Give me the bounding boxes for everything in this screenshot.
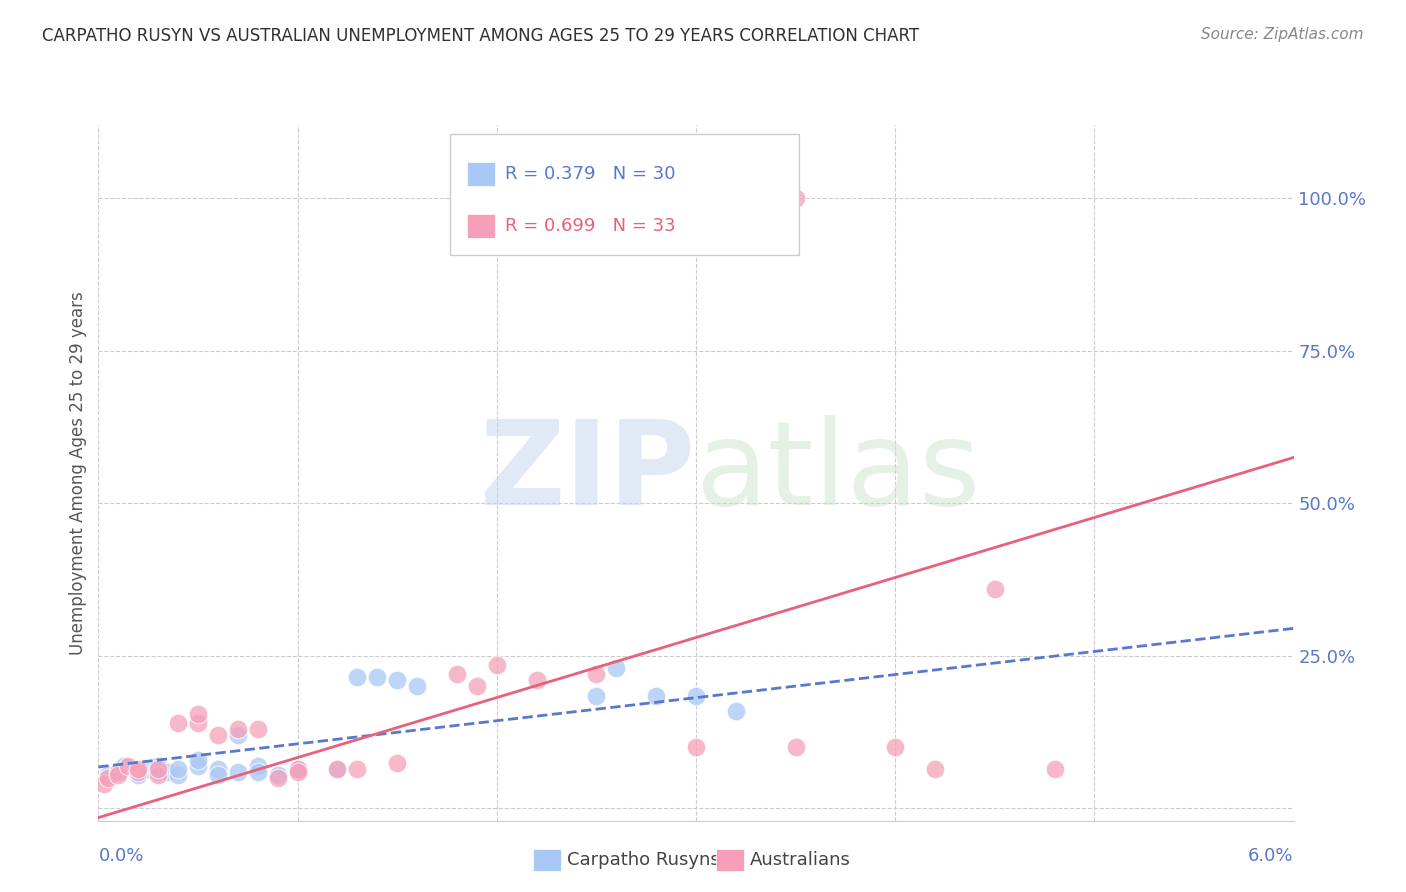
- Point: [287, 762, 309, 776]
- Point: [346, 670, 368, 684]
- Point: [685, 740, 707, 755]
- Point: [207, 768, 229, 782]
- Point: [187, 706, 209, 721]
- Point: [924, 762, 946, 776]
- Text: R = 0.699   N = 33: R = 0.699 N = 33: [505, 217, 675, 235]
- Point: [785, 191, 807, 205]
- Point: [287, 762, 309, 776]
- Point: [267, 768, 290, 782]
- Point: [107, 768, 129, 782]
- Point: [465, 679, 488, 693]
- Point: [117, 758, 139, 772]
- Point: [127, 764, 149, 779]
- Point: [148, 764, 170, 779]
- Point: [157, 764, 180, 779]
- Point: [983, 582, 1005, 596]
- Point: [287, 764, 309, 779]
- Point: [267, 771, 290, 785]
- Point: [187, 716, 209, 731]
- Text: 0.0%: 0.0%: [98, 847, 143, 865]
- Text: 6.0%: 6.0%: [1249, 847, 1294, 865]
- Point: [585, 667, 607, 681]
- Text: ZIP: ZIP: [479, 416, 696, 530]
- Point: [207, 728, 229, 742]
- Point: [226, 722, 249, 736]
- Text: Source: ZipAtlas.com: Source: ZipAtlas.com: [1201, 27, 1364, 42]
- Point: [605, 661, 627, 675]
- Point: [785, 740, 807, 755]
- Text: Carpatho Rusyns: Carpatho Rusyns: [567, 851, 720, 869]
- Text: R = 0.379   N = 30: R = 0.379 N = 30: [505, 165, 675, 184]
- Point: [406, 679, 429, 693]
- Point: [167, 762, 190, 776]
- Text: atlas: atlas: [696, 416, 981, 530]
- Point: [685, 689, 707, 703]
- Point: [385, 756, 409, 770]
- Point: [107, 764, 129, 779]
- Point: [326, 762, 349, 776]
- Point: [127, 768, 149, 782]
- Point: [167, 768, 190, 782]
- Point: [585, 689, 607, 703]
- Point: [246, 764, 269, 779]
- Point: [246, 722, 269, 736]
- Point: [148, 758, 170, 772]
- Point: [346, 762, 368, 776]
- Point: [207, 762, 229, 776]
- Point: [187, 753, 209, 767]
- Point: [246, 758, 269, 772]
- Point: [366, 670, 388, 684]
- Y-axis label: Unemployment Among Ages 25 to 29 years: Unemployment Among Ages 25 to 29 years: [69, 291, 87, 655]
- Point: [326, 762, 349, 776]
- Point: [93, 777, 115, 791]
- Point: [107, 764, 129, 779]
- Text: Australians: Australians: [749, 851, 851, 869]
- Point: [148, 768, 170, 782]
- Point: [1043, 762, 1066, 776]
- Point: [226, 728, 249, 742]
- Point: [97, 771, 120, 785]
- Point: [446, 667, 468, 681]
- Point: [127, 762, 149, 776]
- Point: [187, 758, 209, 772]
- Point: [97, 768, 120, 782]
- Point: [884, 740, 907, 755]
- Point: [385, 673, 409, 688]
- Point: [526, 673, 548, 688]
- Point: [724, 704, 747, 718]
- Point: [226, 764, 249, 779]
- Text: CARPATHO RUSYN VS AUSTRALIAN UNEMPLOYMENT AMONG AGES 25 TO 29 YEARS CORRELATION : CARPATHO RUSYN VS AUSTRALIAN UNEMPLOYMEN…: [42, 27, 920, 45]
- Point: [148, 762, 170, 776]
- Point: [112, 758, 135, 772]
- Point: [136, 762, 159, 776]
- Point: [645, 689, 668, 703]
- Point: [485, 658, 508, 673]
- Point: [167, 716, 190, 731]
